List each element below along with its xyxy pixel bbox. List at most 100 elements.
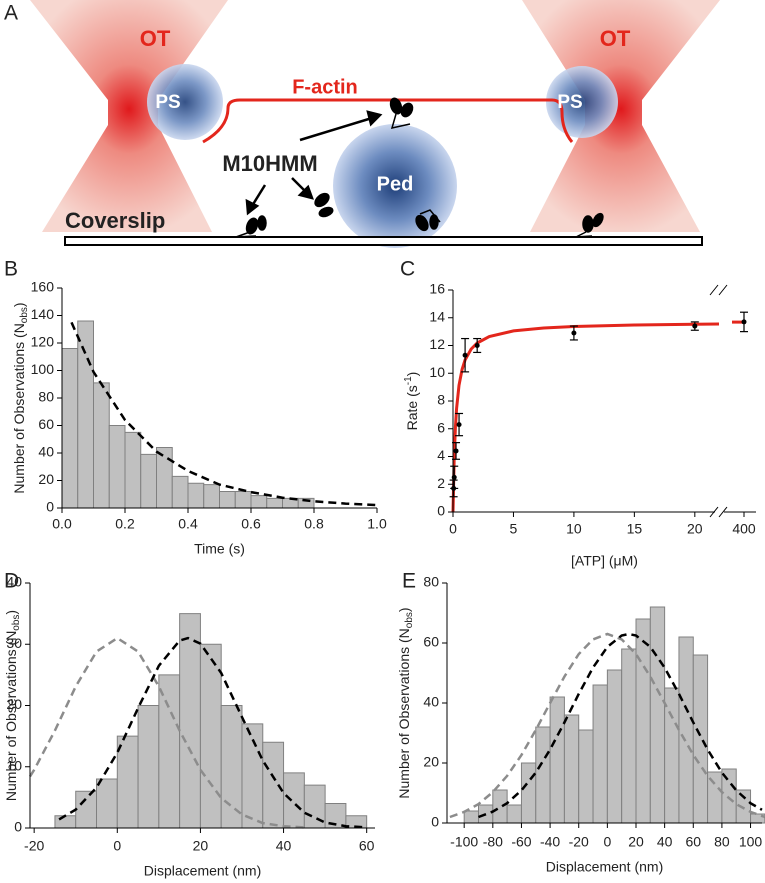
x-tick-label: -60 — [511, 834, 531, 850]
bar — [93, 382, 110, 509]
bar — [241, 723, 264, 829]
y-axis-label: Number of Observations (Nobs) — [11, 302, 30, 493]
trap-label: OT — [600, 26, 631, 51]
y-axis-label: Number of Observations (Nobs) — [396, 607, 415, 798]
data-point — [453, 448, 459, 454]
y-axis-label-text: Number of Observations (N — [11, 323, 27, 493]
y-tick-label: 16 — [429, 281, 445, 297]
y-axis-label-text: Number of Observations (N — [3, 631, 19, 801]
x-tick-label: 80 — [714, 834, 730, 850]
motors — [235, 97, 604, 238]
y-tick-label: 40 — [6, 574, 22, 590]
filament-label: F-actin — [292, 76, 358, 98]
bar — [664, 687, 680, 824]
pedestal-label: Ped — [377, 173, 414, 195]
bar — [250, 495, 268, 509]
x-tick-label: 0.2 — [115, 516, 135, 532]
y-tick-label: 80 — [423, 574, 439, 590]
data-point — [741, 319, 747, 325]
x-tick-label: 60 — [685, 834, 701, 850]
y-tick-label: 40 — [38, 444, 54, 460]
fit-line — [449, 632, 765, 819]
axis-break — [718, 284, 728, 296]
y-axis-label-sub: obs — [404, 612, 415, 628]
bar — [283, 772, 305, 829]
axis-break — [709, 506, 719, 518]
panel-a: A OT OT PS PS F-actin M10HMM Ped Coversl… — [4, 0, 720, 248]
y-tick-label: 12 — [429, 336, 445, 352]
x-axis-label: Displacement (nm) — [546, 859, 663, 875]
y-axis-label-end: ) — [3, 610, 19, 615]
bar — [578, 729, 594, 824]
arrows — [245, 110, 383, 216]
x-tick-label: 0 — [449, 521, 457, 537]
bar — [535, 726, 551, 824]
x-tick-label: 20 — [687, 521, 703, 537]
bar — [116, 735, 139, 829]
x-tick-label: 0.6 — [241, 516, 261, 532]
y-axis-label-sup: -1 — [403, 376, 414, 385]
x-tick-label: -20 — [569, 834, 589, 850]
axis-break — [718, 506, 728, 518]
bar — [262, 741, 285, 829]
x-tick-label: 1.0 — [367, 516, 387, 532]
bar — [199, 643, 222, 829]
data-point — [456, 422, 462, 428]
y-axis-label: Rate (s-1) — [403, 372, 420, 431]
y-tick-label: 2 — [437, 475, 445, 491]
bead — [147, 64, 223, 140]
bar — [137, 705, 160, 829]
data-point — [571, 330, 577, 336]
fit-line — [28, 636, 305, 829]
bar — [124, 431, 142, 509]
x-tick-label: -100 — [450, 834, 478, 850]
panel-label: A — [4, 2, 18, 25]
bar — [203, 484, 220, 509]
x-tick-label: 40 — [657, 834, 673, 850]
y-tick-label: 8 — [437, 392, 445, 408]
x-tick-label: 10 — [566, 521, 582, 537]
panel-label: D — [4, 570, 19, 593]
bar — [635, 618, 651, 824]
bar — [220, 705, 243, 829]
bar — [156, 447, 173, 509]
y-tick-label: 20 — [38, 471, 54, 487]
y-axis-label-sub: obs — [11, 615, 22, 631]
x-tick-label: 0 — [603, 834, 611, 850]
bar — [234, 491, 252, 509]
x-tick-label: -40 — [540, 834, 560, 850]
y-tick-label: 0 — [14, 819, 22, 835]
x-tick-label: 0 — [113, 838, 121, 854]
x-tick-label: 0.8 — [304, 516, 324, 532]
y-tick-label: 100 — [31, 361, 55, 377]
x-tick-label: 100 — [739, 834, 763, 850]
trap-label: OT — [140, 26, 171, 51]
bar — [158, 674, 181, 829]
x-axis-label: Time (s) — [194, 541, 245, 557]
bar — [678, 636, 694, 824]
bar — [75, 790, 98, 829]
pedestal — [333, 124, 457, 248]
axis-break — [709, 284, 719, 296]
y-tick-label: 30 — [6, 635, 22, 651]
bar — [592, 684, 608, 824]
y-axis-label-end: ) — [404, 372, 420, 377]
y-tick-label: 120 — [31, 334, 55, 350]
x-tick-label: 20 — [628, 834, 644, 850]
bar — [219, 491, 236, 509]
bar — [187, 482, 205, 509]
y-tick-label: 0 — [437, 503, 445, 519]
y-tick-label: 10 — [6, 757, 22, 773]
y-axis-label-text: Number of Observations (N — [396, 628, 412, 798]
x-tick-label: 15 — [627, 521, 643, 537]
x-tick-label: -20 — [24, 838, 44, 854]
bar — [54, 815, 77, 829]
x-axis-label: [ATP] (μM) — [571, 553, 638, 569]
y-tick-label: 60 — [38, 416, 54, 432]
bar — [520, 762, 537, 824]
data-point — [692, 323, 698, 329]
bar — [563, 714, 580, 824]
x-tick-label: 0.0 — [52, 516, 72, 532]
y-tick-label: 20 — [6, 696, 22, 712]
